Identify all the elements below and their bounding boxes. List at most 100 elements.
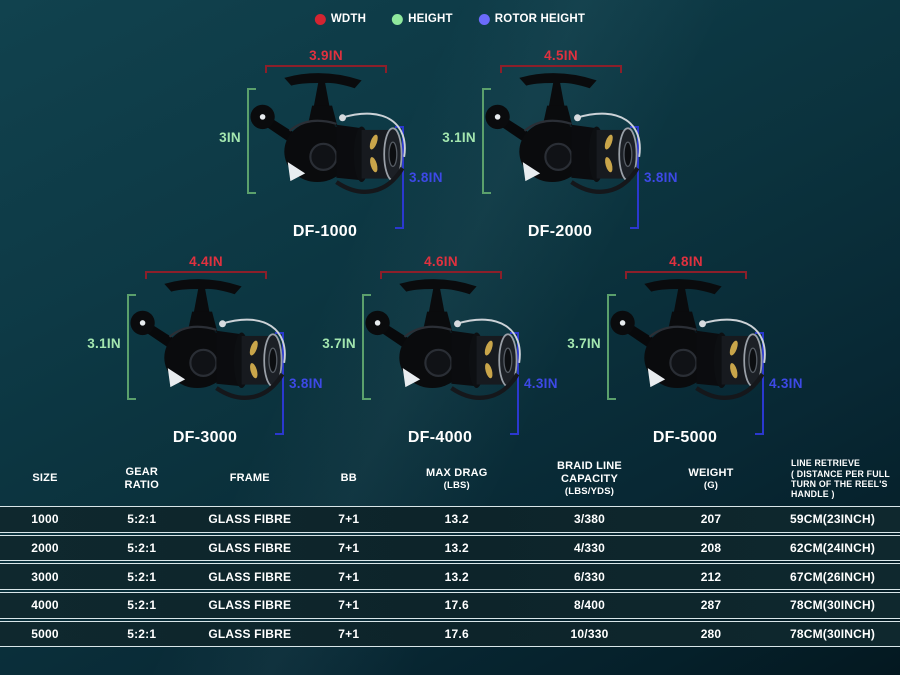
reel-model-name: DF-1000 [292,223,358,240]
width-bracket [500,65,622,73]
height-bracket [607,294,616,400]
table-row: 2000 5:2:1 GLASS FIBRE 7+1 13.2 4/330 20… [0,534,900,562]
header-text: CAPACITY [560,473,618,486]
spinning-reel-image [597,276,775,428]
reel-model-name: DF-5000 [652,429,718,446]
height-bracket [127,294,136,400]
width-bracket [625,271,747,279]
cell-braid-line: 8/400 [573,598,606,613]
cell-braid-line: 3/380 [573,512,606,527]
table-row: 5000 5:2:1 GLASS FIBRE 7+1 17.6 10/330 2… [0,620,900,648]
legend-item-rotor-height: ROTOR HEIGHT [478,13,586,25]
cell-size: 5000 [31,627,59,641]
cell-size: 3000 [31,569,59,584]
rotor-height-dot-icon [478,13,490,25]
legend-label: WDTH [330,13,367,25]
cell-line-retrieve: 78CM(30INCH) [789,627,876,641]
cell-bb: 7+1 [338,540,360,555]
rotor-height-dimension-label: 3.8IN [409,170,443,185]
height-bracket [247,88,256,194]
cell-frame: GLASS FIBRE [208,512,292,527]
cell-weight: 287 [700,598,722,613]
width-bracket [265,65,387,73]
table-row: 3000 5:2:1 GLASS FIBRE 7+1 13.2 6/330 21… [0,563,900,590]
cell-gear-ratio: 5:2:1 [127,540,157,555]
header-max-drag: MAX DRAG (LBS) [392,467,523,492]
height-dimension-label: 3.7IN [567,336,601,351]
header-subtext: (LBS) [443,479,470,491]
width-dot-icon [314,13,326,25]
cell-gear-ratio: 5:2:1 [127,512,157,527]
table-row: 4000 5:2:1 GLASS FIBRE 7+1 17.6 8/400 28… [0,592,900,619]
dimension-legend: WDTH HEIGHT ROTOR HEIGHT [314,13,586,25]
header-size: SIZE [0,472,90,485]
height-dimension-label: 3.1IN [87,336,121,351]
cell-braid-line: 4/330 [573,540,606,555]
height-dimension-label: 3.1IN [442,130,476,145]
spinning-reel-image [352,276,530,428]
spec-table-header: SIZE GEAR RATIO FRAME BB MAX DRAG (LBS) … [0,452,900,506]
height-dimension-label: 3IN [219,130,241,145]
cell-braid-line: 6/330 [573,569,606,584]
legend-label: ROTOR HEIGHT [494,13,586,25]
cell-weight: 208 [700,540,722,555]
reel-figure-df3000: 4.4IN 3.1IN 3.8IN DF-3000 [65,248,345,453]
height-dot-icon [392,13,404,25]
header-subtext: (LBS/YDS) [564,486,615,498]
legend-label: HEIGHT [408,13,453,25]
legend-item-width: WDTH [314,13,367,25]
header-text: BB [340,472,357,485]
header-text: FRAME [229,472,270,485]
cell-line-retrieve: 78CM(30INCH) [789,598,876,613]
height-bracket [362,294,371,400]
reel-model-name: DF-3000 [172,429,238,446]
table-row: 1000 5:2:1 GLASS FIBRE 7+1 13.2 3/380 20… [0,506,900,533]
header-bb: BB [306,472,392,485]
header-text: BRAID LINE [557,460,622,473]
width-dimension-label: 4.6IN [424,254,458,269]
width-bracket [145,271,267,279]
header-text: WEIGHT [688,466,734,479]
spinning-reel-image [472,70,650,222]
cell-size: 2000 [31,540,59,555]
rotor-height-dimension-label: 3.8IN [644,170,678,185]
cell-weight: 280 [700,627,722,641]
spinning-reel-image [237,70,415,222]
cell-frame: GLASS FIBRE [208,569,292,584]
cell-max-drag: 13.2 [444,569,469,584]
header-text: RATIO [124,479,159,491]
header-subtext: (G) [703,479,719,491]
cell-frame: GLASS FIBRE [208,627,292,641]
cell-bb: 7+1 [338,512,360,527]
cell-line-retrieve: 59CM(23INCH) [789,512,876,527]
cell-weight: 212 [700,569,722,584]
header-gear-ratio: GEAR RATIO [90,466,194,492]
cell-braid-line: 10/330 [570,627,609,641]
header-text: SIZE [32,472,58,485]
cell-line-retrieve: 67CM(26INCH) [789,569,876,584]
cell-gear-ratio: 5:2:1 [127,598,157,613]
cell-gear-ratio: 5:2:1 [127,569,157,584]
height-bracket [482,88,491,194]
header-braid-line-capacity: BRAID LINE CAPACITY (LBS/YDS) [522,460,657,498]
reel-figure-df4000: 4.6IN 3.7IN 4.3IN DF-4000 [300,248,580,453]
cell-frame: GLASS FIBRE [208,540,292,555]
header-text: MAX DRAG [426,466,488,479]
height-dimension-label: 3.7IN [322,336,356,351]
reel-model-name: DF-4000 [407,429,473,446]
header-text: GEAR [125,465,159,478]
header-weight: WEIGHT (G) [657,467,765,492]
width-dimension-label: 4.8IN [669,254,703,269]
cell-frame: GLASS FIBRE [208,598,292,613]
cell-size: 4000 [31,598,59,613]
header-frame: FRAME [194,472,307,485]
cell-max-drag: 17.6 [444,598,469,613]
cell-bb: 7+1 [338,627,360,641]
rotor-height-dimension-label: 3.8IN [289,376,323,391]
reel-model-name: DF-2000 [527,223,593,240]
cell-weight: 207 [700,512,722,527]
width-dimension-label: 3.9IN [309,48,343,63]
cell-bb: 7+1 [338,598,360,613]
cell-gear-ratio: 5:2:1 [127,627,157,641]
